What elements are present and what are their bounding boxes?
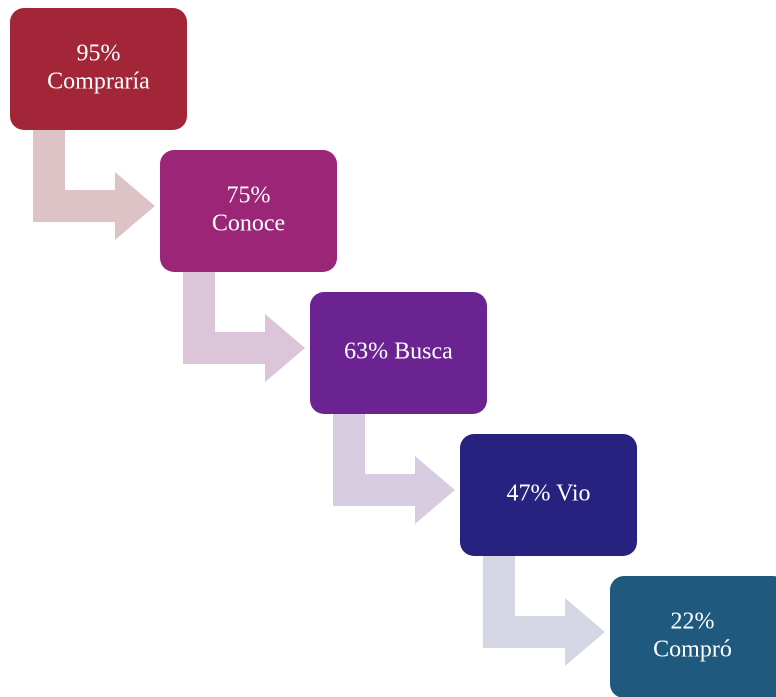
step-box [160, 150, 337, 272]
step-label: Conoce [212, 211, 285, 237]
step-box [10, 8, 187, 130]
step-box [610, 576, 776, 697]
step-box [460, 434, 637, 556]
step-label: 47% Vio [506, 481, 590, 507]
step-label: Compró [653, 637, 732, 663]
step-label: 22% [671, 609, 715, 635]
step-arrow [483, 556, 605, 666]
step-box [310, 292, 487, 414]
step-label: Compraría [47, 69, 150, 95]
step-arrow [333, 414, 455, 524]
step-arrow [183, 272, 305, 382]
step-label: 95% [77, 41, 121, 67]
step-label: 63% Busca [344, 339, 453, 365]
step-arrow [33, 130, 155, 240]
step-label: 75% [227, 183, 271, 209]
